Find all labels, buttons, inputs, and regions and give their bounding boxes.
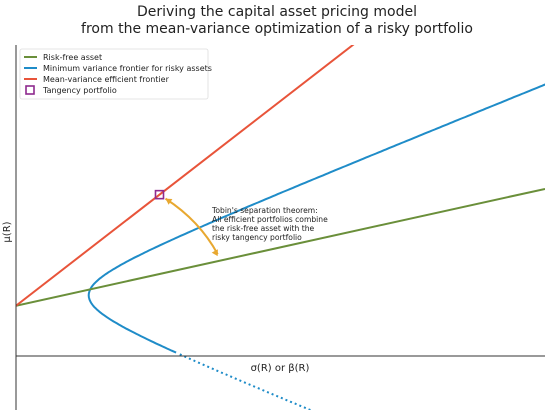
- series-efficient-frontier: [16, 45, 355, 307]
- y-axis-label: μ(R): [2, 221, 13, 242]
- chart-title-line-2: from the mean-variance optimization of a…: [81, 21, 473, 37]
- annotation-line-4: risky tangency portfolio: [212, 233, 302, 242]
- legend-label-efficient-frontier: Mean-variance efficient frontier: [43, 75, 170, 84]
- legend-label-risk-free: Risk-free asset: [43, 53, 102, 62]
- annotation-line-2: All efficient portfolios combine: [212, 215, 328, 224]
- annotation: Tobin's separation theorem: All efficien…: [211, 206, 328, 242]
- tangency-portfolio-marker: [154, 189, 165, 200]
- plot-area: [16, 45, 545, 410]
- legend-frame: [19, 48, 209, 100]
- series-risk-free-asset: [16, 187, 545, 307]
- legend-marker-tangency: [25, 85, 35, 95]
- x-axis-label: σ(R) or β(R): [251, 363, 310, 374]
- chart-title-line-1: Deriving the capital asset pricing model: [137, 4, 417, 20]
- annotation-line-3: the risk-free asset with the: [212, 224, 315, 233]
- annotation-line-1: Tobin's separation theorem:: [211, 206, 318, 215]
- legend: Risk-free asset Minimum variance frontie…: [19, 48, 212, 100]
- annotation-arrowhead-bottom: [211, 249, 218, 257]
- annotation-arrow: [164, 197, 219, 255]
- series-min-variance-frontier: [87, 83, 545, 354]
- annotation-arrowhead-top: [165, 198, 173, 205]
- series-min-variance-frontier-dotted: [178, 352, 311, 410]
- legend-label-tangency: Tangency portfolio: [42, 86, 117, 95]
- legend-label-min-variance: Minimum variance frontier for risky asse…: [43, 64, 212, 73]
